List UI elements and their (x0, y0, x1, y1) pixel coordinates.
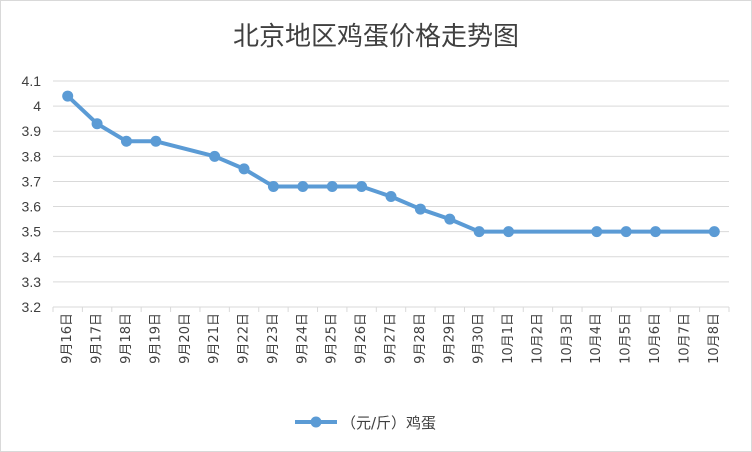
data-point (120, 135, 132, 147)
y-tick-label: 3.4 (22, 249, 42, 265)
y-tick-label: 3.5 (22, 224, 42, 240)
x-tick-label: 9月20日 (178, 313, 193, 364)
y-tick-label: 3.6 (22, 199, 42, 215)
data-point (62, 90, 74, 102)
y-axis-ticks: 3.2 3.3 3.4 3.5 3.6 3.7 3.8 3.9 4 4.1 (22, 73, 42, 315)
data-point (414, 203, 426, 215)
x-tick-label: 10月4日 (589, 313, 604, 364)
y-tick-label: 3.2 (22, 299, 42, 315)
y-tick-label: 3.8 (22, 148, 42, 164)
x-tick-label: 9月28日 (413, 313, 428, 364)
data-point (356, 180, 368, 192)
data-point (708, 226, 720, 238)
x-tick-label: 10月5日 (619, 313, 634, 364)
x-tick-label: 9月16日 (60, 313, 75, 364)
x-tick-label: 9月27日 (384, 313, 399, 364)
x-tick-label: 9月22日 (237, 313, 252, 364)
data-point (238, 163, 250, 175)
data-point (503, 226, 515, 238)
data-point (150, 135, 162, 147)
data-point (620, 226, 632, 238)
data-point (385, 191, 397, 203)
y-tick-label: 4 (33, 98, 41, 114)
data-point (444, 213, 456, 225)
series-line (65, 94, 717, 234)
x-tick-label: 9月30日 (472, 313, 487, 364)
x-tick-label: 9月23日 (266, 313, 281, 364)
legend-marker (310, 416, 322, 428)
x-tick-label: 9月17日 (90, 313, 105, 364)
y-tick-label: 4.1 (22, 73, 42, 89)
data-point (91, 118, 103, 130)
x-tick-label: 9月24日 (295, 313, 310, 364)
legend: （元/斤）鸡蛋 (295, 414, 436, 432)
x-axis-ticks: 9月16日 9月17日 9月18日 9月19日 9月20日 9月21日 9月22日 9月23日… (52, 306, 730, 364)
chart-title: 北京地区鸡蛋价格走势图 (233, 22, 519, 52)
x-tick-label: 10月8日 (707, 313, 722, 364)
y-tick-label: 3.9 (22, 123, 42, 139)
data-point (326, 180, 338, 192)
x-tick-label: 10月7日 (677, 313, 692, 364)
legend-label: （元/斤）鸡蛋 (341, 414, 436, 432)
data-point (209, 150, 221, 162)
y-tick-label: 3.7 (22, 173, 42, 189)
data-point (297, 180, 309, 192)
x-tick-label: 9月26日 (354, 313, 369, 364)
x-tick-label: 10月3日 (560, 313, 575, 364)
x-tick-label: 10月6日 (648, 313, 663, 364)
x-tick-label: 10月2日 (530, 313, 545, 364)
x-tick-label: 9月19日 (148, 313, 163, 364)
x-tick-label: 9月25日 (325, 313, 340, 364)
grid-lines (53, 80, 729, 308)
data-point (267, 180, 279, 192)
x-tick-label: 9月21日 (207, 313, 222, 364)
x-tick-label: 10月1日 (501, 313, 516, 364)
series-group (62, 90, 720, 238)
data-point (591, 226, 603, 238)
data-point (473, 226, 485, 238)
y-tick-label: 3.3 (22, 274, 42, 290)
x-tick-label: 9月18日 (119, 313, 134, 364)
x-tick-label: 9月29日 (442, 313, 457, 364)
data-point (650, 226, 662, 238)
